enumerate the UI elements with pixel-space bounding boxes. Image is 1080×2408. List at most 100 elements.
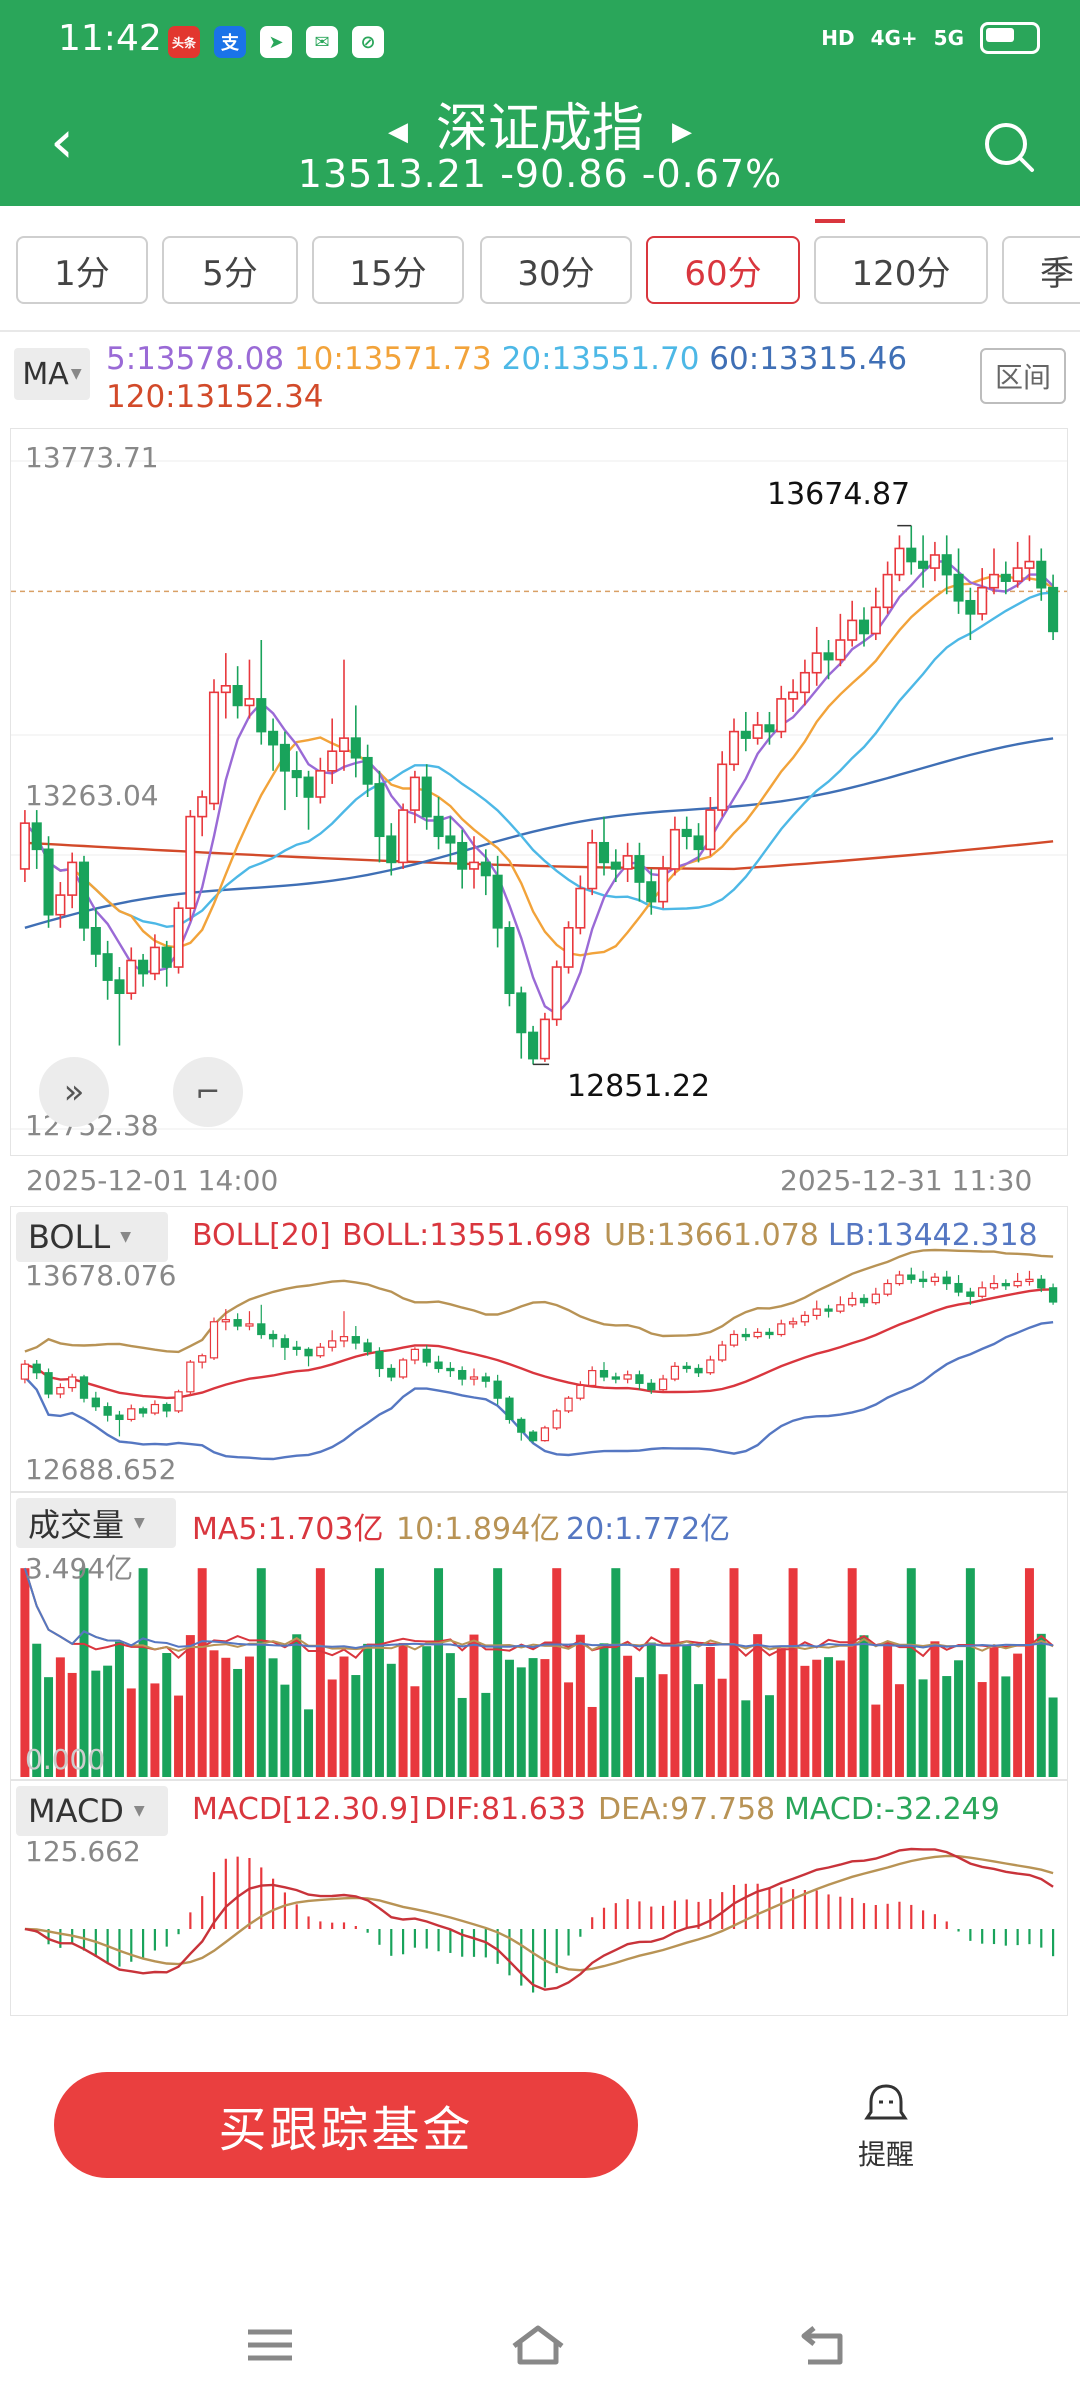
- candle-body: [256, 698, 267, 733]
- boll-candle-body: [387, 1367, 396, 1378]
- menu-icon[interactable]: [240, 2320, 300, 2370]
- volume-bar: [552, 1568, 562, 1777]
- 5g-signal-icon: 5G: [933, 26, 964, 50]
- candle-body: [114, 979, 125, 995]
- boll-candle-body: [198, 1355, 207, 1363]
- volume-selector[interactable]: 成交量 ▼: [16, 1498, 176, 1548]
- volume-bar: [670, 1568, 680, 1777]
- tab-5min[interactable]: 5分: [162, 236, 298, 304]
- volume-ma10-line: [23, 1567, 1054, 1652]
- candle-body: [622, 855, 633, 870]
- tab-quarter[interactable]: 季: [1002, 236, 1080, 304]
- volume-bar: [126, 1688, 136, 1777]
- boll-candle-body: [458, 1369, 467, 1380]
- boll-ub-value: UB:13661.078: [604, 1218, 819, 1253]
- boll-candle-body: [788, 1321, 798, 1325]
- volume-bar: [516, 1667, 526, 1777]
- volume-bar: [114, 1641, 124, 1777]
- volume-bar: [481, 1692, 491, 1777]
- candle-body: [19, 822, 30, 870]
- boll-candle-body: [895, 1274, 904, 1285]
- chevron-down-icon: ▼: [134, 1515, 145, 1531]
- candle-body: [43, 848, 54, 916]
- volume-bar: [374, 1568, 384, 1777]
- ma20-value: 20:13551.70: [501, 341, 700, 377]
- volume-bar: [79, 1568, 89, 1777]
- macd-chart[interactable]: 125.662: [10, 1780, 1068, 2016]
- tab-60min[interactable]: 60分: [646, 236, 800, 304]
- ma60-line: [24, 737, 1054, 929]
- home-icon[interactable]: [508, 2320, 568, 2370]
- candle-body: [1024, 560, 1035, 569]
- fullscreen-icon[interactable]: ⌐: [173, 1057, 243, 1127]
- volume-bar: [528, 1658, 538, 1777]
- range-button[interactable]: 区间: [980, 348, 1066, 404]
- boll-candle-body: [812, 1308, 821, 1317]
- boll-candle-body: [883, 1282, 892, 1295]
- boll-candle-body: [174, 1391, 183, 1412]
- chevron-down-icon: ▼: [133, 1803, 145, 1819]
- boll-candle-body: [765, 1331, 774, 1336]
- back-icon[interactable]: ‹: [50, 107, 74, 177]
- volume-bar: [20, 1568, 30, 1777]
- tab-30min[interactable]: 30分: [480, 236, 632, 304]
- prev-index-icon[interactable]: ◀: [387, 117, 408, 147]
- candle-body: [126, 959, 137, 995]
- candle-body: [362, 756, 373, 785]
- candle-body: [811, 652, 822, 674]
- boll-candle-body: [32, 1363, 41, 1374]
- boll-candle-body: [186, 1361, 195, 1393]
- candle-body: [610, 861, 621, 870]
- boll-candle-body: [718, 1344, 727, 1361]
- ma-selector[interactable]: MA ▼: [14, 348, 90, 400]
- volume-bar: [717, 1678, 727, 1777]
- macd-dif-value: DIF:81.633: [424, 1792, 586, 1827]
- volume-bar: [268, 1658, 278, 1777]
- candle-body: [835, 639, 846, 661]
- macd-plot: [24, 1847, 1055, 1993]
- volume-ma5: MA5:1.703亿: [192, 1512, 384, 1547]
- volume-bar: [918, 1679, 928, 1777]
- boll-candle-body: [304, 1348, 313, 1357]
- next-index-icon[interactable]: ▶: [672, 117, 692, 147]
- volume-bar: [1001, 1676, 1011, 1777]
- boll-candle-body: [44, 1372, 53, 1395]
- tab-15min[interactable]: 15分: [312, 236, 464, 304]
- ma5-line: [24, 560, 1054, 1016]
- chevron-down-icon: ▼: [120, 1229, 132, 1245]
- date-end-label: 2025-12-31 11:30: [780, 1164, 1033, 1197]
- candle-body: [705, 809, 716, 851]
- buy-tracking-fund-button[interactable]: 买跟踪基金: [54, 2072, 638, 2178]
- dea-line: [24, 1854, 1054, 1972]
- macd-selector[interactable]: MACD ▼: [16, 1786, 168, 1836]
- boll-candle-body: [753, 1331, 762, 1338]
- candle-body: [953, 573, 964, 602]
- tab-120min[interactable]: 120分: [814, 236, 988, 304]
- expand-icon[interactable]: »: [39, 1057, 109, 1127]
- boll-candle-body: [635, 1374, 644, 1384]
- volume-bar: [540, 1659, 550, 1777]
- volume-bar: [611, 1568, 621, 1777]
- search-icon[interactable]: [980, 118, 1036, 174]
- tab-1min[interactable]: 1分: [16, 236, 148, 304]
- volume-bar: [575, 1634, 585, 1777]
- boll-candle-body: [328, 1340, 337, 1348]
- volume-chart[interactable]: 3.494亿 0.000: [10, 1492, 1068, 1780]
- candlestick-chart[interactable]: 13773.71 13263.04 12752.38 13674.87 1285…: [10, 428, 1068, 1156]
- system-nav-bar: [0, 2280, 1080, 2408]
- candle-body: [1000, 573, 1011, 582]
- candle-body: [421, 776, 432, 818]
- boll-candle-body: [647, 1382, 656, 1391]
- boll-candle-body: [91, 1397, 100, 1408]
- divider: [0, 330, 1080, 332]
- remind-button[interactable]: 提醒: [846, 2082, 926, 2173]
- boll-candle-body: [505, 1397, 514, 1421]
- back-nav-icon[interactable]: [794, 2320, 854, 2370]
- boll-chart[interactable]: 13678.076 12688.652: [10, 1206, 1068, 1492]
- volume-bar: [1024, 1568, 1034, 1777]
- boll-selector[interactable]: BOLL ▼: [16, 1212, 168, 1262]
- candle-body: [303, 776, 314, 798]
- volume-bar: [776, 1648, 786, 1777]
- boll-candle-body: [907, 1274, 916, 1280]
- candle-body: [445, 835, 456, 844]
